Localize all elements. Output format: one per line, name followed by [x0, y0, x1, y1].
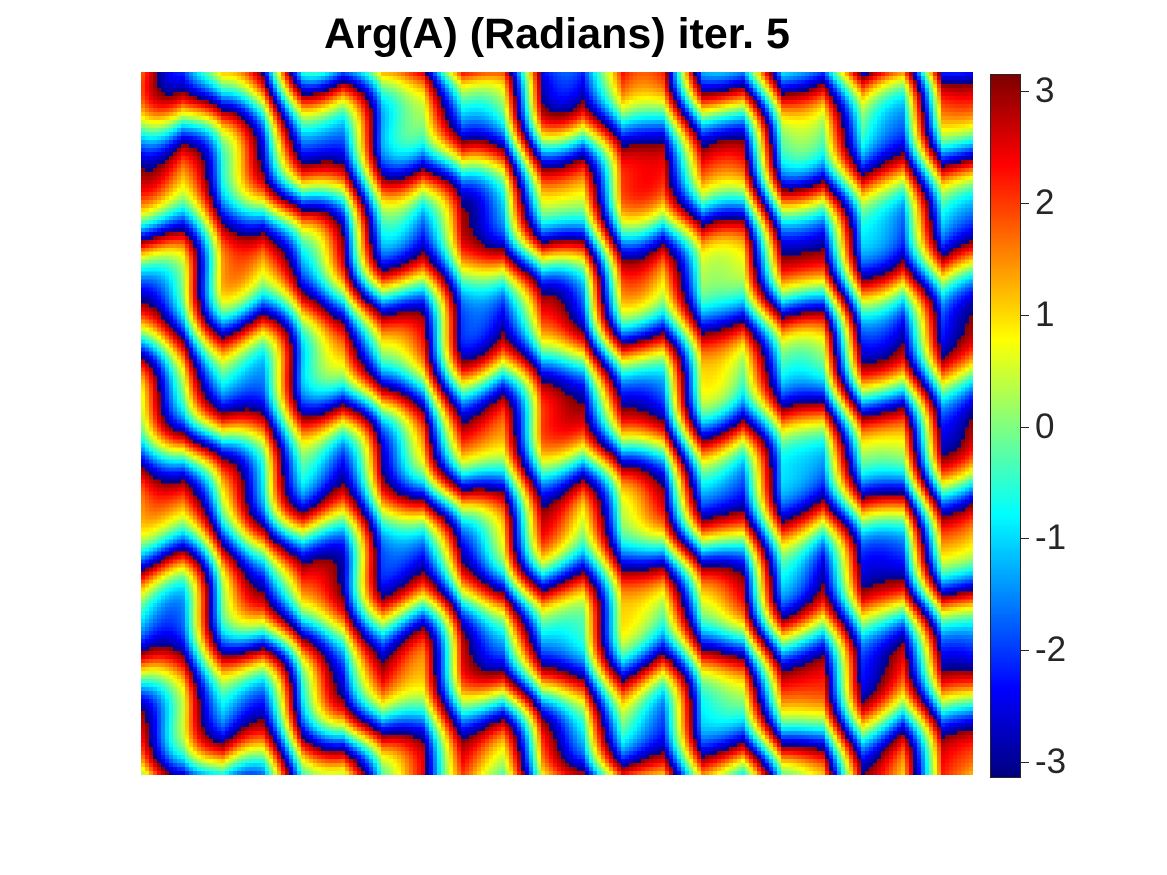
colorbar-tick-label: 3 [1035, 71, 1055, 110]
colorbar-tick-label: -3 [1035, 742, 1067, 781]
colorbar-tick [1021, 91, 1029, 92]
colorbar-tick [1021, 427, 1029, 428]
phase-heatmap [141, 72, 973, 775]
colorbar-tick-label: -2 [1035, 630, 1067, 669]
colorbar-tick-label: 2 [1035, 183, 1055, 222]
colorbar [991, 75, 1021, 778]
colorbar-tick [1021, 538, 1029, 539]
chart-title: Arg(A) (Radians) iter. 5 [324, 10, 790, 58]
colorbar-tick-label: -1 [1035, 518, 1067, 557]
colorbar-tick [1021, 762, 1029, 763]
colorbar-tick [1021, 315, 1029, 316]
colorbar-tick-label: 0 [1035, 407, 1055, 446]
colorbar-tick-label: 1 [1035, 295, 1055, 334]
colorbar-tick [1021, 203, 1029, 204]
colorbar-tick [1021, 650, 1029, 651]
